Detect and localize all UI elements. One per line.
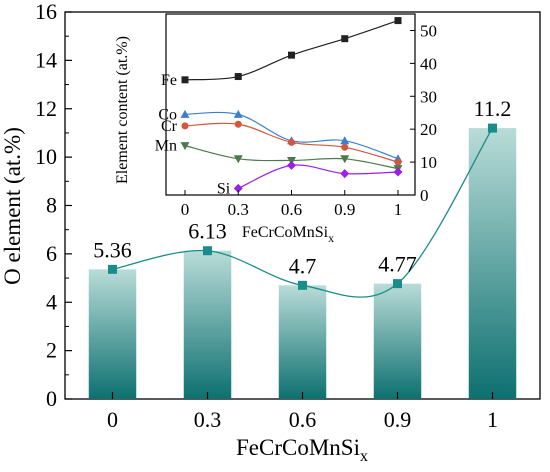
series-marker-cr-0 xyxy=(181,122,189,130)
series-marker-mn-0-9 xyxy=(340,155,350,164)
series-marker-fe-0 xyxy=(181,76,189,84)
series-marker-fe-1 xyxy=(394,17,402,25)
series-marker-fe-0-9 xyxy=(341,35,349,43)
y-tick-label-12: 12 xyxy=(35,96,57,121)
inset-y-tick-label-20: 20 xyxy=(420,120,437,139)
inset-x-axis: 0 0.3 0.6 0.9 1 xyxy=(181,190,403,219)
main-trend-line xyxy=(112,127,494,298)
y-tick-label-14: 14 xyxy=(35,47,57,72)
series-label-fe: Fe xyxy=(161,72,177,89)
y-tick-label-16: 16 xyxy=(35,0,57,24)
inset-x-axis-title-base: FeCrCoMnSi xyxy=(242,224,329,241)
series-line-si xyxy=(238,164,399,189)
data-label-0: 5.36 xyxy=(93,237,132,262)
marker-0-6 xyxy=(298,280,307,290)
inset-y-axis-title: Element content (at.%) xyxy=(114,36,131,184)
main-y-axis: 0 2 4 6 8 10 12 14 16 xyxy=(35,0,72,411)
main-x-axis-title-subscript: x xyxy=(360,448,368,465)
marker-0-3 xyxy=(203,246,212,256)
inset-y-tick-label-0: 0 xyxy=(420,186,429,205)
series-marker-cr-0-6 xyxy=(288,138,295,146)
series-marker-fe-0-3 xyxy=(234,73,242,81)
main-x-axis: 0 0.3 0.6 0.9 1 xyxy=(107,392,498,432)
series-label-mn: Mn xyxy=(155,138,177,155)
inset-x-tick-label-0: 0 xyxy=(181,200,190,219)
bar-0-9 xyxy=(373,283,422,399)
inset-y-tick-label-40: 40 xyxy=(420,54,437,73)
marker-0 xyxy=(108,264,117,274)
main-bars xyxy=(88,128,517,399)
x-tick-label-1: 1 xyxy=(487,407,498,432)
main-data-labels: 5.36 6.13 4.7 4.77 11.2 xyxy=(93,96,511,278)
series-marker-mn-0-3 xyxy=(233,155,243,164)
inset-x-tick-label-1: 1 xyxy=(394,200,403,219)
series-label-co: Co xyxy=(158,106,177,123)
y-tick-label-0: 0 xyxy=(46,386,57,411)
trend-curve xyxy=(112,127,494,298)
y-tick-label-6: 6 xyxy=(46,241,57,266)
series-marker-cr-1 xyxy=(394,158,402,166)
series-marker-si-0-9 xyxy=(340,169,350,179)
series-marker-co-0-9 xyxy=(340,136,350,145)
bar-0-6 xyxy=(278,285,327,399)
main-x-axis-title: FeCrCoMnSix xyxy=(236,435,368,465)
main-y-axis-title: O element (at.%) xyxy=(0,127,25,285)
inset-y-tick-label-30: 30 xyxy=(420,87,437,106)
x-tick-label-0-6: 0.6 xyxy=(289,407,317,432)
series-label-cr: Cr xyxy=(161,118,178,135)
series-marker-cr-0-9 xyxy=(341,143,349,151)
series-marker-fe-0-6 xyxy=(288,51,295,59)
main-markers xyxy=(108,123,497,290)
x-tick-label-0: 0 xyxy=(107,407,118,432)
data-label-0-9: 4.77 xyxy=(378,252,417,277)
inset-plot-frame xyxy=(165,13,416,196)
marker-0-9 xyxy=(393,279,402,289)
data-label-1: 11.2 xyxy=(474,96,512,121)
series-marker-cr-0-3 xyxy=(234,120,242,128)
series-marker-co-0 xyxy=(180,109,190,118)
inset-y-tick-label-50: 50 xyxy=(420,21,437,40)
series-marker-co-0-3 xyxy=(233,109,243,118)
inset-x-tick-label-0-6: 0.6 xyxy=(281,200,302,219)
bar-0 xyxy=(88,269,137,399)
main-x-axis-title-base: FeCrCoMnSi xyxy=(236,435,360,460)
inset-x-tick-label-0-9: 0.9 xyxy=(334,200,355,219)
x-tick-label-0-3: 0.3 xyxy=(194,407,222,432)
series-marker-si-1 xyxy=(393,167,403,177)
x-tick-label-0-9: 0.9 xyxy=(384,407,412,432)
y-tick-label-10: 10 xyxy=(35,144,57,169)
bar-1 xyxy=(468,128,517,399)
inset-series-markers xyxy=(180,17,403,193)
inset-y-tick-label-10: 10 xyxy=(420,153,437,172)
y-tick-label-2: 2 xyxy=(46,338,57,363)
inset-y-axis: 0 10 20 30 40 50 xyxy=(410,21,437,205)
series-marker-si-0-3 xyxy=(233,183,243,193)
bar-0-3 xyxy=(183,250,232,399)
series-marker-si-0-6 xyxy=(287,160,296,170)
inset-x-tick-label-0-3: 0.3 xyxy=(228,200,249,219)
y-tick-label-4: 4 xyxy=(46,289,57,314)
data-label-0-3: 6.13 xyxy=(188,219,227,244)
series-label-si: Si xyxy=(217,180,231,197)
data-label-0-6: 4.7 xyxy=(289,253,317,278)
y-tick-label-8: 8 xyxy=(46,193,57,218)
inset-x-axis-title: FeCrCoMnSix xyxy=(242,224,334,245)
inset-x-axis-title-subscript: x xyxy=(328,231,334,245)
marker-1 xyxy=(488,123,497,133)
series-marker-mn-0 xyxy=(180,142,190,151)
